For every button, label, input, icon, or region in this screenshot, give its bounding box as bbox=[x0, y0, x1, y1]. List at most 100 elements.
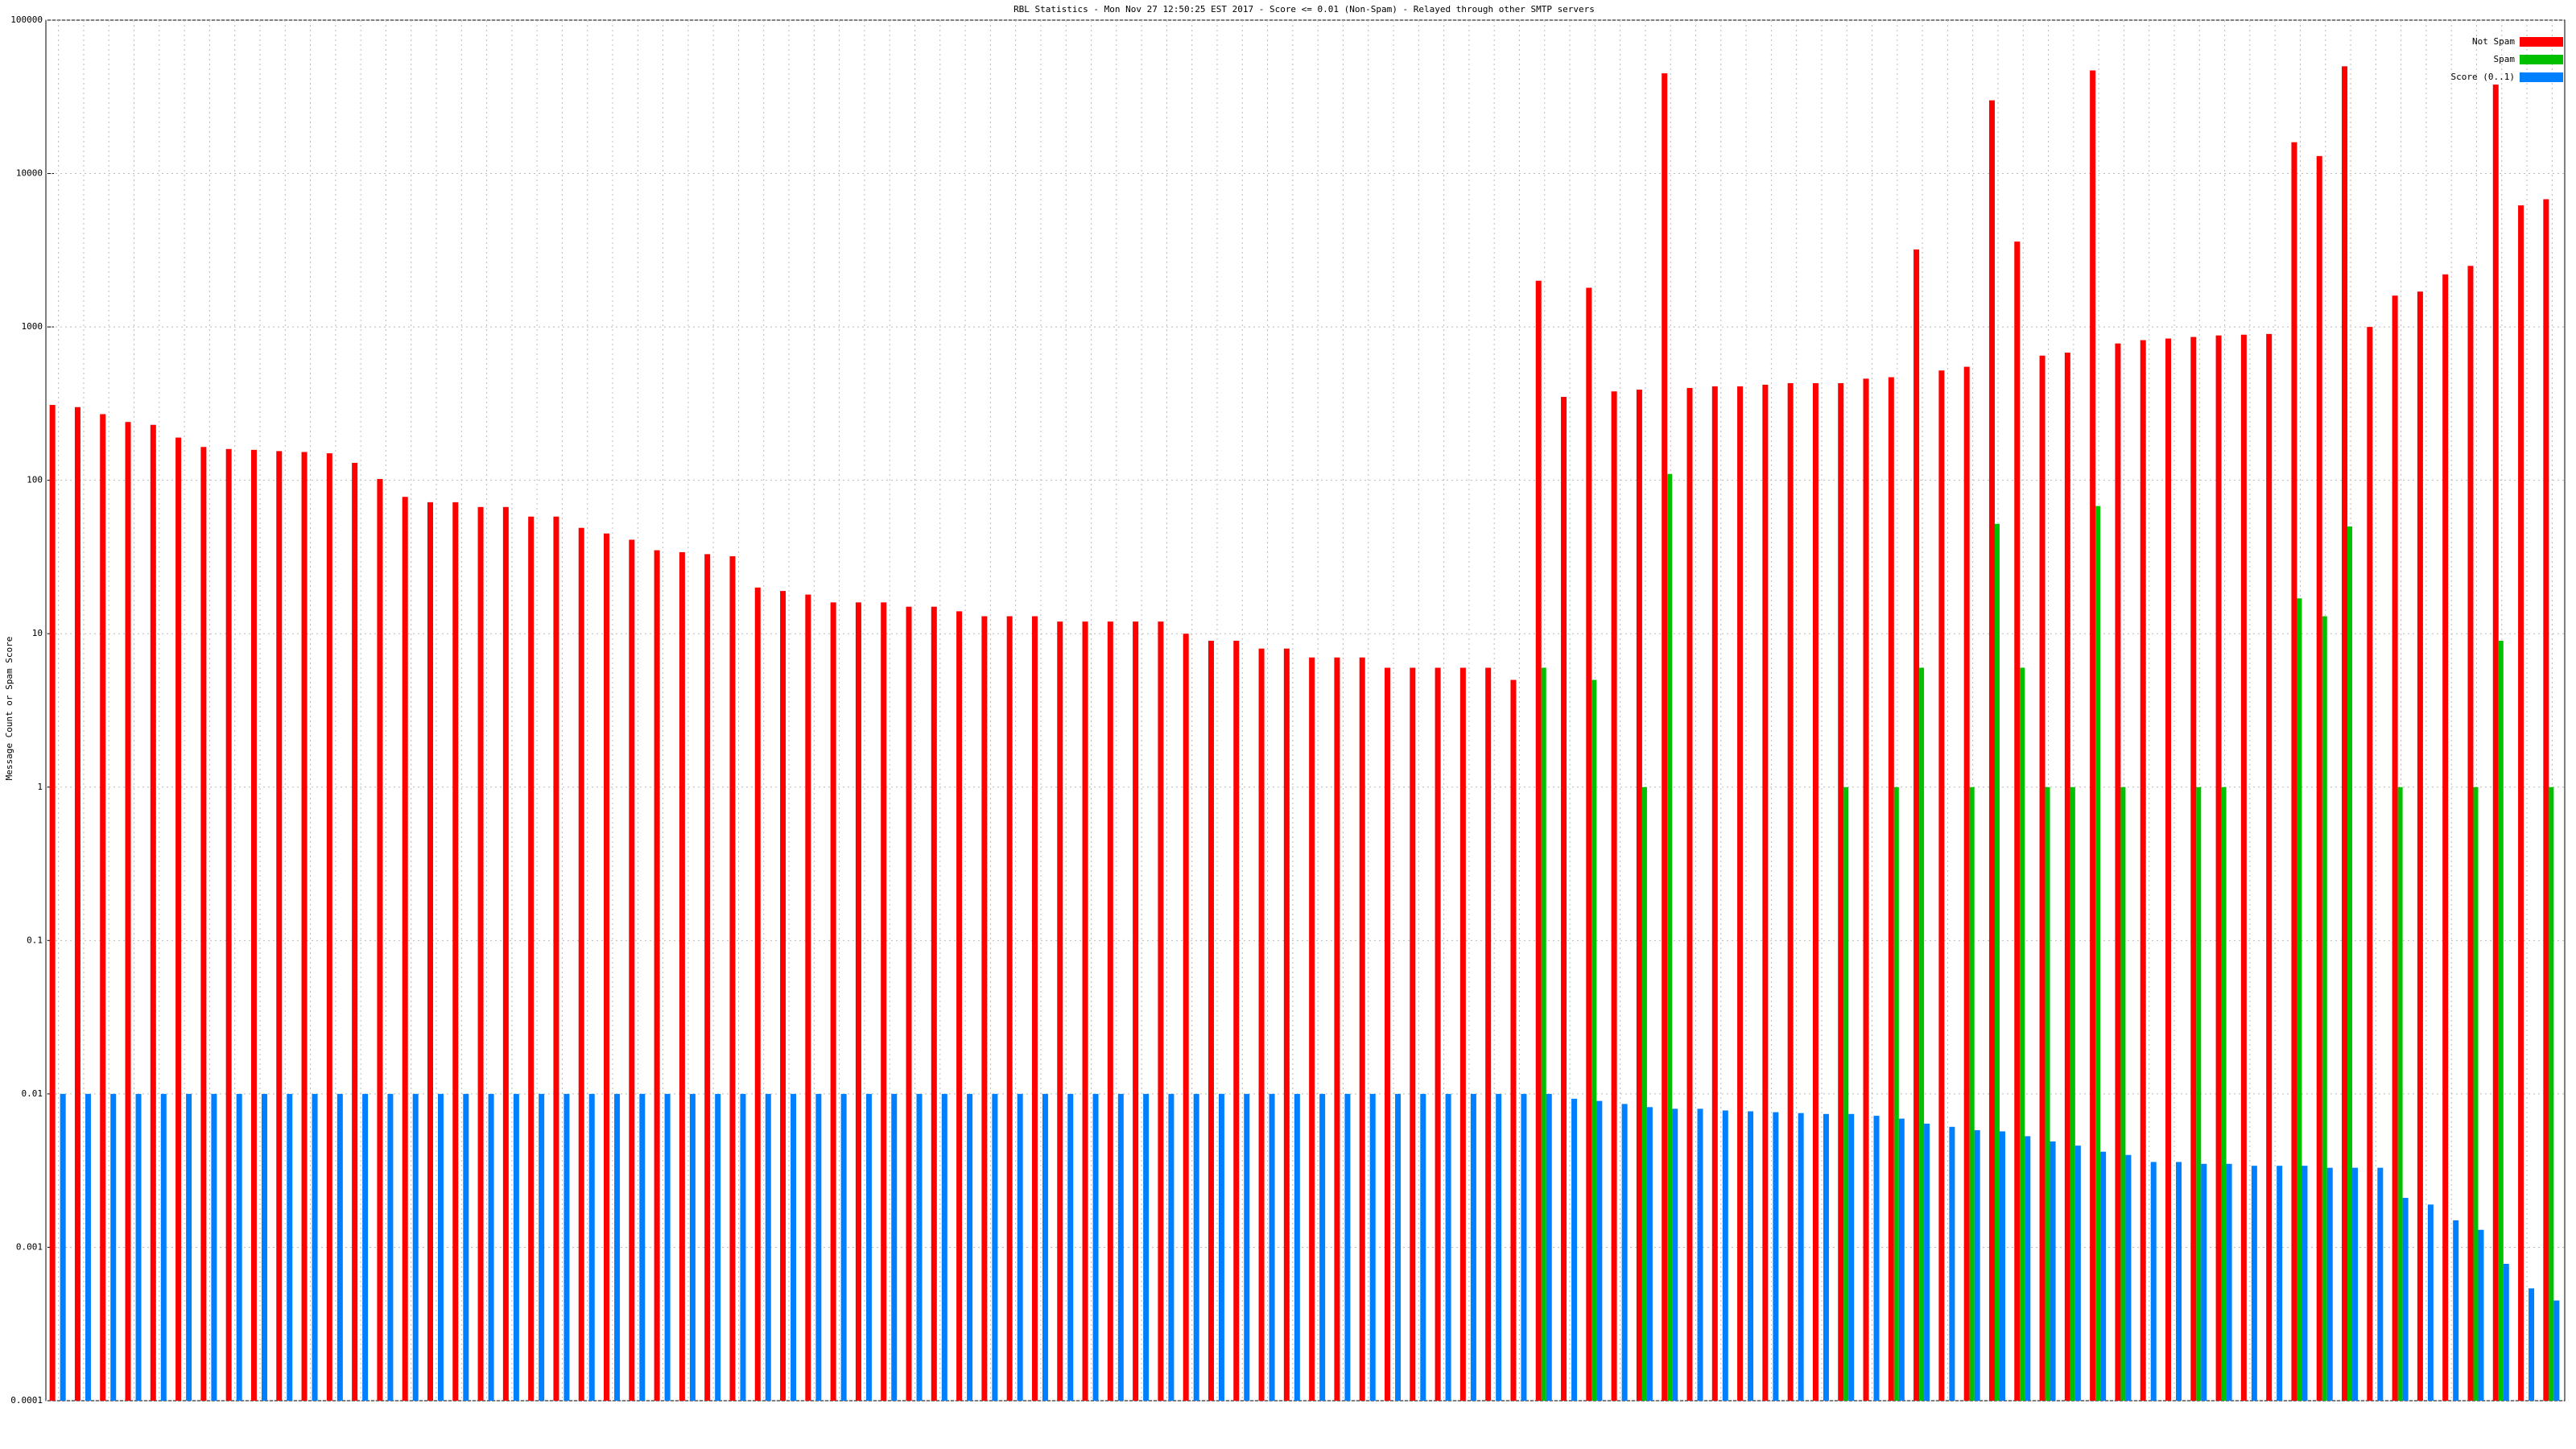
bar bbox=[463, 1093, 469, 1401]
bar bbox=[689, 1093, 696, 1401]
bar bbox=[931, 606, 937, 1401]
bar bbox=[1359, 657, 1365, 1401]
bar bbox=[1006, 616, 1013, 1401]
y-tick-label: 1 bbox=[37, 782, 43, 792]
bar bbox=[261, 1093, 267, 1401]
bar bbox=[2201, 1163, 2207, 1401]
y-tick-label: 1000 bbox=[22, 321, 43, 332]
bar bbox=[387, 1093, 394, 1401]
bar bbox=[2453, 1220, 2459, 1401]
bar bbox=[553, 516, 559, 1401]
bar bbox=[2342, 66, 2348, 1402]
bar bbox=[1591, 679, 1597, 1401]
bar bbox=[110, 1093, 117, 1401]
bar bbox=[2316, 155, 2322, 1401]
bar bbox=[2090, 70, 2096, 1402]
bar bbox=[1667, 473, 1673, 1401]
bar bbox=[830, 602, 836, 1401]
bar bbox=[49, 405, 56, 1402]
bar bbox=[664, 1093, 671, 1401]
bar bbox=[2322, 616, 2327, 1401]
bar bbox=[956, 611, 963, 1401]
bar bbox=[1919, 667, 1925, 1401]
bar bbox=[2402, 1198, 2409, 1401]
bar bbox=[1233, 640, 1240, 1401]
bar bbox=[639, 1093, 646, 1401]
bar bbox=[564, 1093, 570, 1401]
bar bbox=[1244, 1093, 1250, 1401]
bar bbox=[276, 451, 283, 1401]
bar bbox=[1711, 386, 1718, 1401]
bar bbox=[2326, 1167, 2333, 1401]
bar bbox=[1848, 1113, 1855, 1401]
bar bbox=[654, 550, 660, 1401]
bar bbox=[2442, 274, 2449, 1401]
bar bbox=[754, 587, 761, 1401]
bar bbox=[2392, 295, 2398, 1402]
bar bbox=[1470, 1093, 1476, 1401]
bar bbox=[1988, 100, 1995, 1401]
bar bbox=[2529, 1288, 2535, 1401]
bar bbox=[250, 449, 257, 1401]
bar bbox=[1082, 621, 1088, 1401]
bar bbox=[1395, 1093, 1402, 1401]
bar bbox=[791, 1093, 797, 1401]
bar bbox=[1586, 287, 1592, 1401]
bar bbox=[85, 1093, 91, 1401]
bar bbox=[2240, 334, 2247, 1401]
bar bbox=[1974, 1129, 1980, 1401]
bar bbox=[1611, 391, 1617, 1401]
bar bbox=[1999, 1131, 2005, 1401]
bar bbox=[211, 1093, 217, 1401]
y-tick-label: 100 bbox=[27, 475, 43, 485]
bar bbox=[679, 551, 685, 1401]
bar bbox=[805, 594, 811, 1401]
bar bbox=[502, 506, 509, 1401]
bar bbox=[2301, 1166, 2308, 1401]
bar bbox=[881, 602, 887, 1401]
bar bbox=[2125, 1154, 2132, 1401]
bar bbox=[2367, 327, 2373, 1402]
bar bbox=[2297, 598, 2302, 1401]
bar bbox=[135, 1093, 142, 1401]
bar bbox=[1787, 382, 1794, 1402]
bar bbox=[2266, 333, 2273, 1401]
bar bbox=[1459, 667, 1466, 1401]
bar bbox=[1269, 1093, 1275, 1401]
bar bbox=[840, 1093, 847, 1401]
bar bbox=[891, 1093, 898, 1401]
bar bbox=[1420, 1093, 1426, 1401]
bar bbox=[1561, 396, 1567, 1402]
bar bbox=[1092, 1093, 1099, 1401]
y-axis-label: Message Count or Spam Score bbox=[4, 637, 14, 781]
bar bbox=[150, 424, 156, 1401]
bar bbox=[1798, 1113, 1804, 1401]
bar bbox=[1748, 1111, 1754, 1401]
bar bbox=[941, 1093, 947, 1401]
bar bbox=[2100, 1151, 2107, 1401]
bar bbox=[1913, 249, 1920, 1401]
bar bbox=[2492, 85, 2499, 1401]
bar bbox=[2095, 506, 2101, 1401]
bar bbox=[2150, 1162, 2157, 1401]
bar bbox=[1571, 1098, 1578, 1401]
bar bbox=[906, 606, 912, 1401]
y-tick-label: 10000 bbox=[16, 168, 43, 179]
bar bbox=[377, 479, 383, 1401]
y-tick-label: 0.01 bbox=[22, 1088, 43, 1099]
bar bbox=[1158, 621, 1164, 1401]
bar bbox=[588, 1093, 595, 1401]
bar bbox=[1843, 786, 1849, 1401]
bar bbox=[2039, 355, 2046, 1402]
bar bbox=[2165, 338, 2172, 1402]
bar bbox=[1641, 786, 1647, 1401]
bar bbox=[815, 1093, 822, 1401]
bar bbox=[855, 602, 861, 1401]
bar bbox=[1949, 1126, 1955, 1401]
bar bbox=[2226, 1163, 2232, 1401]
bar bbox=[1168, 1093, 1174, 1401]
bar bbox=[1672, 1108, 1678, 1401]
bar bbox=[1031, 616, 1038, 1401]
